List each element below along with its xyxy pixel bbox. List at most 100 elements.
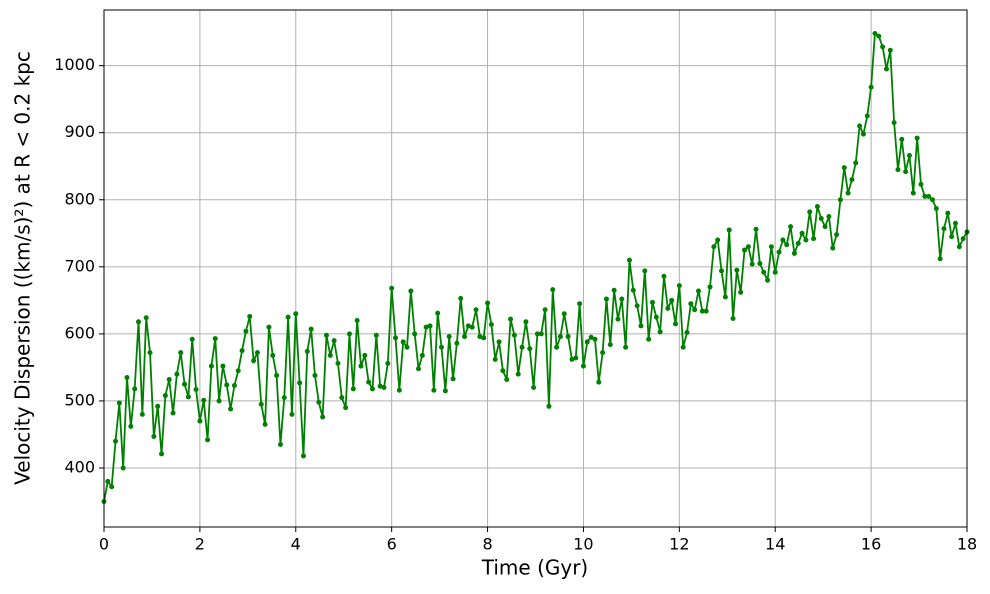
data-point <box>776 249 782 255</box>
data-point <box>577 301 583 307</box>
data-point <box>427 323 433 329</box>
data-point <box>607 342 613 348</box>
data-point <box>396 387 402 393</box>
data-point <box>143 315 149 321</box>
data-point <box>251 358 257 364</box>
data-point <box>791 250 797 256</box>
data-point <box>626 257 632 263</box>
data-point <box>799 230 805 236</box>
data-point <box>768 244 774 250</box>
data-point <box>906 153 912 159</box>
data-point <box>496 339 502 345</box>
data-point <box>960 236 966 242</box>
data-point <box>811 236 817 242</box>
data-point <box>745 244 751 250</box>
data-point <box>201 397 207 403</box>
data-point <box>492 356 498 362</box>
data-point <box>366 379 372 385</box>
data-point <box>308 326 314 332</box>
data-point <box>738 289 744 295</box>
data-point <box>895 167 901 173</box>
data-point <box>435 310 441 316</box>
data-point <box>784 242 790 248</box>
data-point <box>933 205 939 211</box>
data-point <box>726 227 732 233</box>
data-point <box>653 314 659 320</box>
y-tick-label: 400 <box>64 457 95 476</box>
data-point <box>642 268 648 274</box>
data-point <box>834 232 840 238</box>
data-point <box>105 478 111 484</box>
data-point <box>914 135 920 141</box>
data-point <box>124 374 130 380</box>
x-tick-label: 12 <box>669 535 689 554</box>
data-point <box>185 394 191 400</box>
data-point <box>136 319 142 325</box>
data-point <box>159 451 165 457</box>
data-point <box>734 267 740 273</box>
data-point <box>669 297 675 303</box>
data-line <box>103 31 968 502</box>
y-tick-label: 900 <box>64 122 95 141</box>
data-point <box>212 336 218 342</box>
data-point <box>170 410 176 416</box>
data-point <box>408 288 414 294</box>
data-point <box>239 348 245 354</box>
data-point <box>300 453 306 459</box>
data-point <box>166 376 172 382</box>
x-tick-label: 4 <box>291 535 301 554</box>
data-point <box>757 260 763 266</box>
data-point <box>956 244 962 250</box>
data-point <box>504 376 510 382</box>
data-point <box>323 332 329 338</box>
data-point <box>469 324 475 330</box>
data-point <box>162 393 168 399</box>
data-point <box>208 363 214 369</box>
data-point <box>511 332 517 338</box>
data-point <box>220 363 226 369</box>
data-point <box>254 350 260 356</box>
data-point <box>876 33 882 39</box>
data-point <box>473 307 479 313</box>
data-point <box>853 160 859 166</box>
data-point <box>462 334 468 340</box>
data-point <box>320 414 326 420</box>
data-point <box>335 360 341 366</box>
data-point <box>331 338 337 344</box>
data-point <box>707 284 713 290</box>
y-tick-label: 600 <box>64 323 95 342</box>
data-point <box>880 44 886 50</box>
data-point <box>680 344 686 350</box>
x-tick-label: 0 <box>99 535 109 554</box>
data-point <box>147 350 153 356</box>
data-point <box>569 356 575 362</box>
data-point <box>485 300 491 306</box>
data-point <box>688 301 694 307</box>
data-point <box>649 299 655 305</box>
data-point <box>369 386 375 392</box>
data-point <box>573 355 579 361</box>
data-point <box>857 123 863 129</box>
data-point <box>807 209 813 215</box>
data-point <box>937 256 943 262</box>
data-point <box>918 181 924 187</box>
data-point <box>868 84 874 90</box>
x-tick-label: 10 <box>573 535 593 554</box>
data-point <box>780 237 786 243</box>
data-point <box>699 308 705 314</box>
data-point <box>416 366 422 372</box>
data-point <box>703 308 709 314</box>
data-point <box>646 336 652 342</box>
data-point <box>883 66 889 72</box>
data-point <box>285 314 291 320</box>
data-point <box>151 433 157 439</box>
y-tick-label: 500 <box>64 390 95 409</box>
data-point <box>316 399 322 405</box>
data-point <box>584 339 590 345</box>
data-point <box>481 335 487 341</box>
data-point <box>795 240 801 246</box>
data-point <box>350 386 356 392</box>
data-point <box>178 350 184 356</box>
data-point <box>358 363 364 369</box>
